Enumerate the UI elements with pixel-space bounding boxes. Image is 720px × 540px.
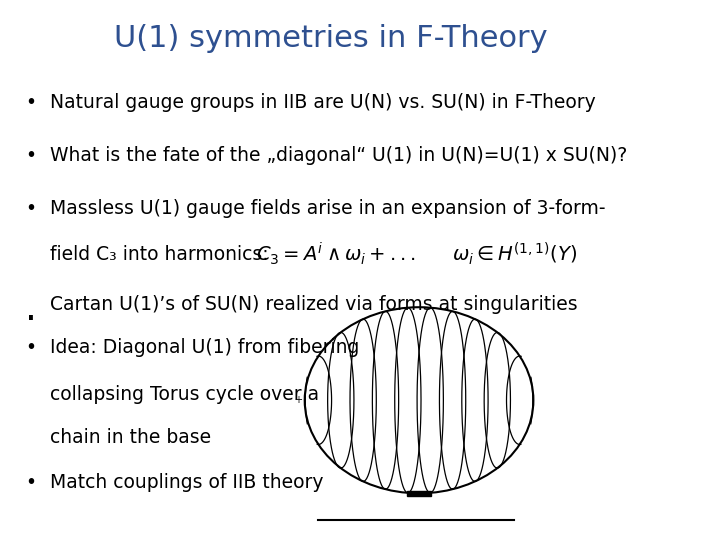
Text: collapsing Torus cycle over a: collapsing Torus cycle over a xyxy=(50,386,319,404)
Text: •: • xyxy=(26,199,37,218)
Text: $\omega_i \in H^{(1,1)}(Y)$: $\omega_i \in H^{(1,1)}(Y)$ xyxy=(451,241,577,267)
Bar xyxy=(407,491,431,496)
Text: Match couplings of IIB theory: Match couplings of IIB theory xyxy=(50,473,323,492)
Text: •: • xyxy=(26,473,37,492)
Text: field C₃ into harmonics:: field C₃ into harmonics: xyxy=(50,245,269,264)
Text: $C_3 = A^i \wedge \omega_i + ...$: $C_3 = A^i \wedge \omega_i + ...$ xyxy=(256,241,415,267)
Text: +: + xyxy=(294,395,302,405)
Text: •: • xyxy=(26,338,37,356)
Text: Idea: Diagonal U(1) from fibering: Idea: Diagonal U(1) from fibering xyxy=(50,338,359,356)
Text: What is the fate of the „diagonal“ U(1) in U(N)=U(1) x SU(N)?: What is the fate of the „diagonal“ U(1) … xyxy=(50,146,627,165)
Text: .: . xyxy=(25,292,37,328)
Text: Cartan U(1)’s of SU(N) realized via forms at singularities: Cartan U(1)’s of SU(N) realized via form… xyxy=(50,295,577,314)
Text: Natural gauge groups in IIB are U(N) vs. SU(N) in F-Theory: Natural gauge groups in IIB are U(N) vs.… xyxy=(50,93,595,112)
Text: •: • xyxy=(26,146,37,165)
Text: Massless U(1) gauge fields arise in an expansion of 3-form-: Massless U(1) gauge fields arise in an e… xyxy=(50,199,606,218)
Text: chain in the base: chain in the base xyxy=(50,428,211,447)
Text: •: • xyxy=(26,93,37,112)
Text: U(1) symmetries in F-Theory: U(1) symmetries in F-Theory xyxy=(114,24,548,53)
